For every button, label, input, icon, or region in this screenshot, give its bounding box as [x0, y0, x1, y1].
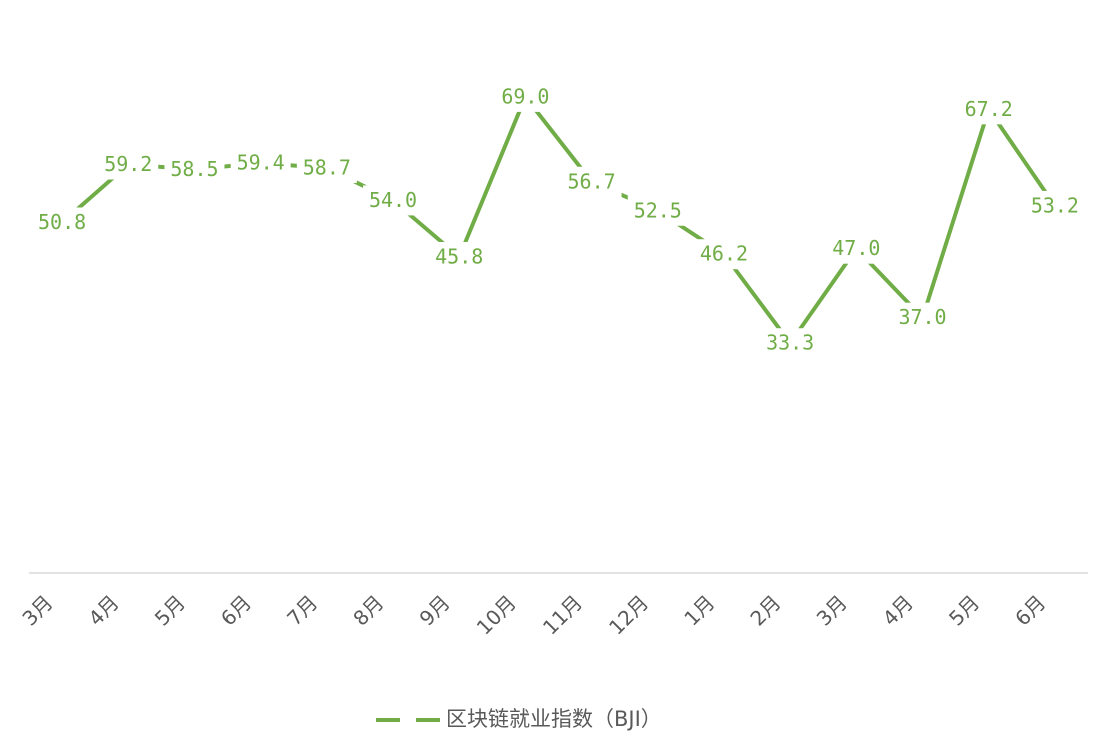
data-label: 46.2 [700, 242, 748, 266]
x-tick-label: 9月 [415, 590, 455, 630]
legend-label: 区块链就业指数（BJI） [446, 707, 662, 731]
label-bg [495, 81, 556, 112]
label-bg [32, 207, 93, 238]
label-bg [561, 166, 622, 197]
label-bg [760, 328, 821, 359]
data-label: 33.3 [766, 331, 814, 355]
x-tick-label: 11月 [538, 590, 587, 639]
data-label: 52.5 [634, 198, 682, 222]
x-tick-label: 4月 [878, 590, 918, 630]
line [60, 92, 1057, 347]
label-bg [363, 185, 424, 216]
x-tick-label: 12月 [604, 590, 653, 639]
x-tick-label: 5月 [944, 590, 984, 630]
x-tick-label: 7月 [282, 590, 322, 630]
data-label: 59.2 [104, 152, 152, 176]
label-bg [164, 154, 225, 185]
data-label: 54.0 [369, 188, 417, 212]
x-tick-label: 1月 [679, 590, 719, 630]
x-tick-label: 6月 [216, 590, 256, 630]
label-bg [693, 239, 754, 270]
label-bg [892, 302, 953, 333]
label-bg [296, 152, 357, 183]
data-label: 47.0 [832, 236, 880, 260]
data-label: 53.2 [1031, 193, 1079, 217]
x-tick-label: 8月 [348, 590, 388, 630]
label-bg [627, 195, 688, 226]
data-label: 58.5 [170, 157, 218, 181]
label-bg [230, 148, 291, 179]
label-bg [1024, 190, 1085, 221]
x-tick-label: 6月 [1010, 590, 1050, 630]
data-label: 45.8 [435, 244, 483, 268]
data-label: 58.7 [303, 155, 351, 179]
x-tick-label: 5月 [150, 590, 190, 630]
data-label: 67.2 [965, 97, 1013, 121]
data-label: 69.0 [501, 84, 549, 108]
x-tick-label: 3月 [812, 590, 852, 630]
x-tick-label: 10月 [472, 590, 521, 639]
x-tick-label: 3月 [17, 590, 57, 630]
data-label: 59.4 [237, 151, 285, 175]
label-bg [958, 94, 1019, 125]
data-label: 56.7 [568, 169, 616, 193]
label-bg [429, 241, 490, 272]
data-label: 37.0 [898, 305, 946, 329]
x-tick-label: 4月 [84, 590, 124, 630]
label-bg [98, 149, 159, 180]
data-label: 50.8 [38, 210, 86, 234]
x-tick-label: 2月 [745, 590, 785, 630]
label-bg [826, 233, 887, 264]
